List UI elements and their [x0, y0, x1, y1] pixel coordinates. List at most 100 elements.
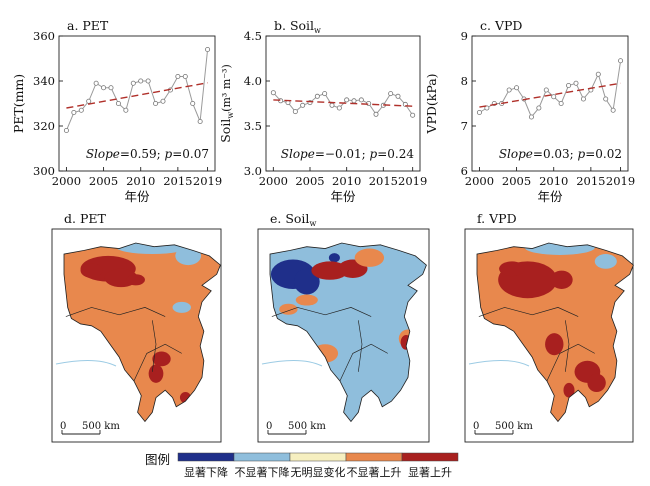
p-value: =0.24 [377, 147, 414, 161]
data-point [543, 87, 549, 93]
y-axis-label: PET(mm) [11, 74, 26, 133]
data-point [197, 119, 203, 125]
data-point [351, 98, 357, 104]
chart-title: a. PET [67, 18, 109, 33]
series-line [65, 49, 209, 131]
ylabel-subscript: w [226, 112, 235, 119]
data-point [395, 93, 401, 99]
x-tick-label: 2010 [332, 174, 361, 188]
coast-line [261, 360, 323, 367]
data-point [71, 110, 77, 116]
legend-swatch [345, 452, 403, 462]
data-point [358, 97, 364, 103]
scale-label: 500 km [288, 421, 326, 432]
data-point [329, 102, 335, 108]
data-point [101, 85, 107, 91]
data-point [373, 111, 379, 117]
data-point [514, 85, 520, 91]
y-tick-label: 300 [33, 164, 55, 178]
y-tick-label: 360 [33, 29, 55, 43]
y-tick-label: 4.5 [244, 29, 262, 43]
map-title: e. Soilw [270, 211, 316, 228]
scale-label: 500 km [82, 421, 120, 432]
p-value: =0.02 [585, 147, 622, 161]
map-patch [295, 294, 318, 306]
land-outline [269, 242, 427, 423]
x-axis-label: 年份 [330, 189, 356, 204]
data-point [115, 101, 121, 107]
p-word: p [370, 147, 378, 161]
chart-title: c. VPD [480, 18, 522, 33]
map-patch [152, 351, 171, 367]
data-point [86, 98, 92, 104]
data-point [603, 96, 609, 102]
map-patch [563, 382, 575, 398]
data-point [573, 80, 579, 86]
slope-word: Slope [281, 147, 315, 161]
data-point [130, 80, 136, 86]
title-subscript: w [314, 26, 321, 35]
x-tick-label: 2019 [606, 174, 635, 188]
data-point [123, 107, 129, 113]
x-tick-label: 2005 [502, 174, 531, 188]
slope-value: =0.03; [533, 147, 578, 161]
legend-label: 无明显变化 [291, 465, 346, 479]
x-tick-label: 2015 [369, 174, 398, 188]
data-point [618, 58, 624, 64]
map-patch [499, 261, 525, 277]
map-title-subscript: w [309, 219, 316, 228]
x-tick-label: 2019 [398, 174, 427, 188]
slope-annotation: Slope=−0.01; p=0.24 [281, 147, 415, 161]
y-tick-label: 3.0 [244, 164, 262, 178]
data-point [175, 74, 181, 80]
y-axis-label: Soilw(m³ m⁻³) [218, 64, 235, 143]
x-axis-label: 年份 [124, 189, 150, 204]
chart-title: b. Soilw [274, 18, 321, 35]
p-value: =0.07 [172, 147, 209, 161]
data-point [314, 93, 320, 99]
data-point [506, 87, 512, 93]
map-patch [80, 263, 103, 278]
slope-word: Slope [86, 147, 120, 161]
slope-word: Slope [499, 147, 533, 161]
data-point [595, 71, 601, 77]
x-tick-label: 2000 [465, 174, 494, 188]
map-patch [587, 373, 606, 393]
x-tick-label: 2015 [576, 174, 605, 188]
y-tick-label: 9 [461, 29, 468, 43]
x-tick-label: 2019 [193, 174, 222, 188]
plot-frame [58, 35, 216, 172]
data-point [580, 96, 586, 102]
slope-value: =−0.01; [315, 147, 370, 161]
map-patch [354, 248, 385, 267]
data-point [558, 101, 564, 107]
data-point [410, 112, 416, 118]
x-tick-label: 2000 [259, 174, 288, 188]
data-point [528, 114, 534, 120]
data-point [336, 105, 342, 111]
data-point [78, 107, 84, 113]
slope-annotation: Slope=0.03; p=0.02 [499, 147, 622, 161]
y-tick-label: 3.5 [244, 119, 262, 133]
data-point [145, 78, 151, 84]
data-point [484, 105, 490, 111]
trend-line [66, 82, 208, 109]
border-lines [478, 307, 595, 382]
data-point [108, 85, 114, 91]
chart-c: c. VPD 6 7 8 9 2000 2005 2010 2015 2019 年份 VPD(kPa)… [424, 18, 635, 204]
coast-line [55, 360, 117, 367]
legend-swatch [289, 452, 347, 462]
x-tick-label: 2000 [52, 174, 81, 188]
map-patch [126, 274, 145, 286]
data-point [566, 83, 572, 89]
x-tick-label: 2010 [539, 174, 568, 188]
data-point [63, 127, 69, 133]
data-point [610, 107, 616, 113]
data-point [205, 47, 211, 53]
x-tick-label: 2005 [89, 174, 118, 188]
x-axis-label: 年份 [537, 189, 563, 204]
chart-a: a. PET 300 320 340 360 2000 2005 2010 2015 2019 年份… [11, 18, 222, 204]
border-lines [65, 307, 182, 382]
x-tick-label: 2015 [163, 174, 192, 188]
